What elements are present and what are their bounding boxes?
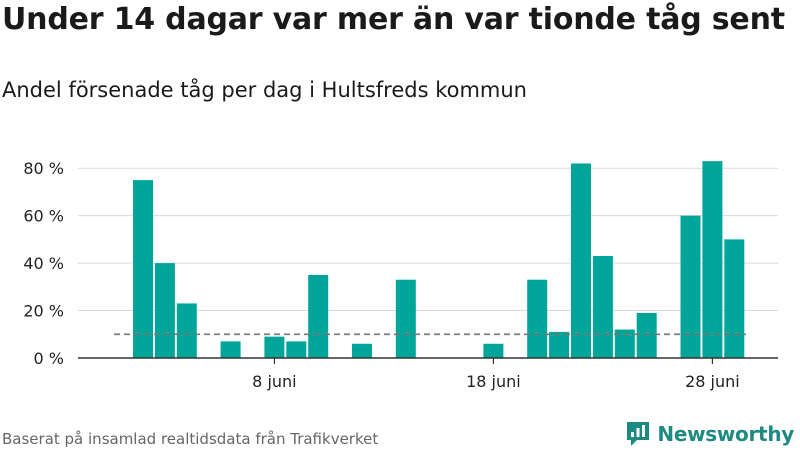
bar <box>352 343 372 358</box>
gridlines <box>78 167 778 312</box>
y-tick-label: 20 % <box>23 302 64 321</box>
bar <box>592 256 613 358</box>
bars <box>133 161 745 358</box>
bar-chart: 0 % 20 % 40 % 60 % 80 % 8 juni 18 juni 28 juni <box>23 159 778 391</box>
bar <box>308 274 329 358</box>
x-tick-label: 28 juni <box>685 372 740 391</box>
bar <box>614 329 635 358</box>
y-tick-label: 60 % <box>23 207 64 226</box>
source-note: Baserat på insamlad realtidsdata från Tr… <box>2 430 379 448</box>
bar <box>264 336 285 358</box>
bar <box>133 180 153 358</box>
brand-name: Newsworthy <box>657 422 794 446</box>
bar <box>680 215 701 358</box>
bar <box>549 331 570 358</box>
y-tick-label: 0 % <box>34 349 64 368</box>
bar <box>154 263 175 358</box>
y-tick-label: 80 % <box>23 159 64 178</box>
x-axis-ticks: 8 juni 18 juni 28 juni <box>252 358 740 391</box>
bar <box>702 161 723 358</box>
x-tick-label: 8 juni <box>252 372 296 391</box>
bar <box>395 279 416 358</box>
bar <box>483 343 504 358</box>
x-tick-label: 18 juni <box>466 372 521 391</box>
y-axis-ticks: 0 % 20 % 40 % 60 % 80 % <box>23 159 64 368</box>
y-tick-label: 40 % <box>23 254 64 273</box>
bar <box>724 239 745 358</box>
chart-subtitle: Andel försenade tåg per dag i Hultsfreds… <box>2 78 527 102</box>
bar <box>176 303 197 358</box>
brand-logo: Newsworthy <box>625 420 794 448</box>
bar <box>220 341 241 358</box>
bar <box>527 279 548 358</box>
bar <box>286 341 307 358</box>
bar <box>571 163 591 358</box>
bar <box>636 312 657 358</box>
newsworthy-logo-icon <box>627 422 650 446</box>
chart-title: Under 14 dagar var mer än var tionde tåg… <box>2 2 785 37</box>
